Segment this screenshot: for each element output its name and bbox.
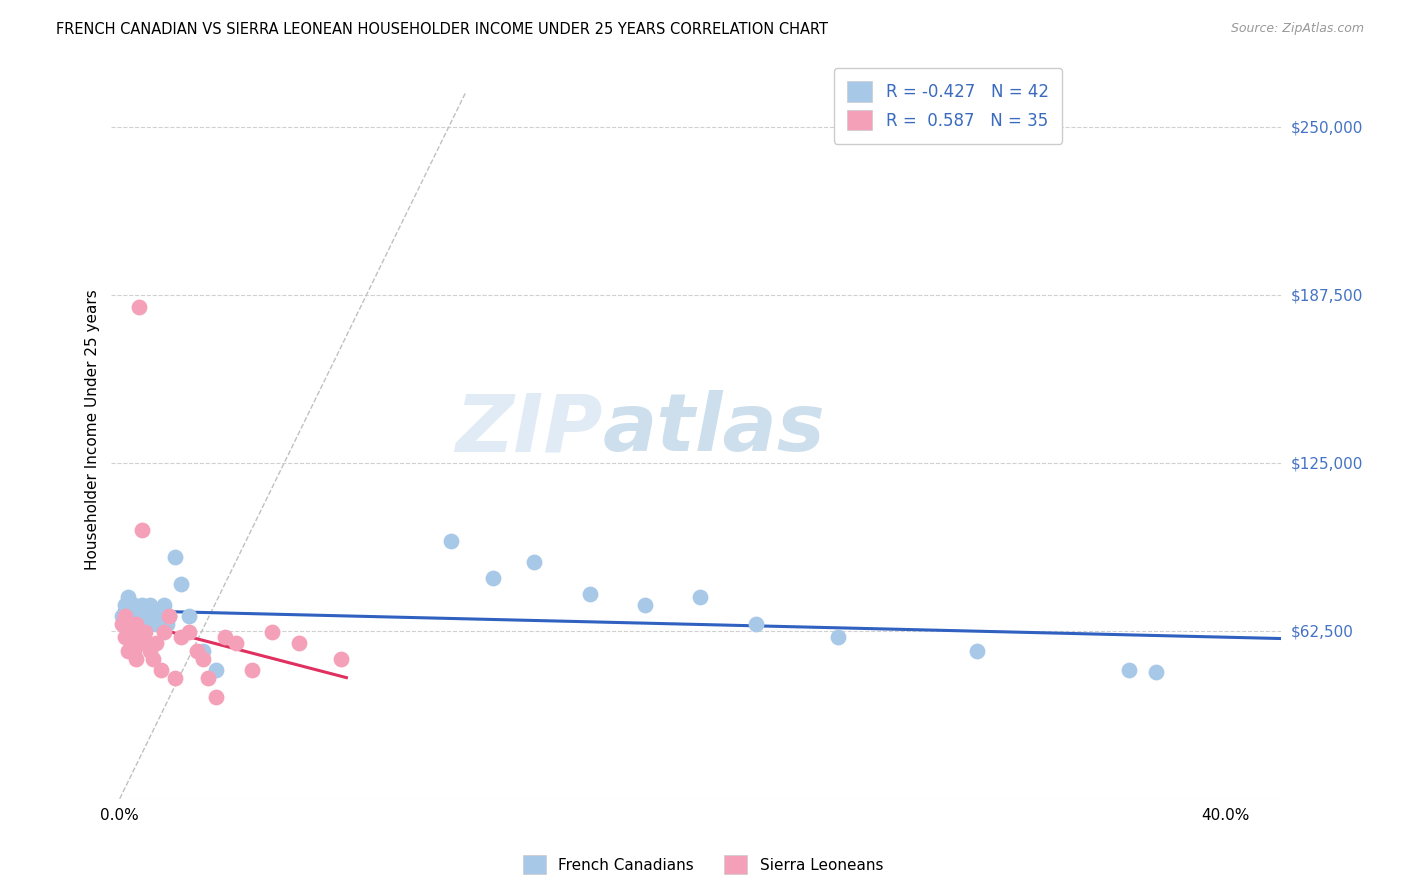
Point (191, 652, 214, 666)
Point (482, 571, 505, 585)
Point (122, 623, 145, 637)
Point (827, 631, 849, 645)
Point (120, 604, 142, 618)
Point (136, 617, 159, 632)
Point (131, 523, 153, 537)
Point (163, 671, 186, 685)
Legend: R = -0.427   N = 42, R =  0.587   N = 35: R = -0.427 N = 42, R = 0.587 N = 35 (834, 68, 1062, 144)
Point (114, 609, 136, 624)
Point (117, 644, 139, 658)
Point (134, 609, 156, 624)
Point (114, 599, 136, 613)
Text: Source: ZipAtlas.com: Source: ZipAtlas.com (1230, 22, 1364, 36)
Point (1144, 665, 1167, 680)
Point (1118, 663, 1140, 677)
Point (177, 609, 200, 624)
Point (120, 636, 142, 650)
Point (120, 631, 142, 645)
Legend: French Canadians, Sierra Leoneans: French Canadians, Sierra Leoneans (517, 849, 889, 880)
Point (440, 533, 463, 548)
Point (134, 617, 156, 632)
Point (125, 652, 148, 666)
Point (139, 599, 162, 613)
Point (169, 576, 191, 591)
Point (163, 549, 186, 564)
Point (125, 625, 148, 640)
Point (131, 599, 153, 613)
Point (169, 631, 191, 645)
Point (214, 631, 236, 645)
Point (966, 644, 988, 658)
Point (288, 636, 311, 650)
Point (177, 625, 200, 640)
Point (128, 636, 150, 650)
Point (159, 609, 181, 624)
Point (145, 636, 167, 650)
Point (205, 663, 228, 677)
Point (142, 609, 165, 624)
Text: atlas: atlas (603, 390, 825, 468)
Point (156, 617, 179, 632)
Point (148, 604, 170, 618)
Point (128, 604, 150, 618)
Text: ZIP: ZIP (456, 390, 603, 468)
Point (145, 617, 167, 632)
Point (136, 636, 159, 650)
Point (150, 663, 173, 677)
Y-axis label: Householder Income Under 25 years: Householder Income Under 25 years (86, 289, 100, 570)
Point (197, 671, 219, 685)
Point (125, 609, 148, 624)
Point (128, 300, 150, 314)
Point (111, 617, 134, 632)
Point (191, 644, 214, 658)
Point (744, 617, 766, 632)
Point (136, 604, 159, 618)
Point (634, 599, 657, 613)
Point (134, 625, 156, 640)
Point (205, 690, 228, 704)
Point (689, 590, 711, 604)
Point (125, 617, 148, 632)
Point (122, 631, 145, 645)
Point (153, 625, 176, 640)
Text: FRENCH CANADIAN VS SIERRA LEONEAN HOUSEHOLDER INCOME UNDER 25 YEARS CORRELATION : FRENCH CANADIAN VS SIERRA LEONEAN HOUSEH… (56, 22, 828, 37)
Point (122, 644, 145, 658)
Point (242, 663, 264, 677)
Point (117, 617, 139, 632)
Point (159, 609, 181, 624)
Point (578, 587, 600, 601)
Point (117, 625, 139, 640)
Point (128, 617, 150, 632)
Point (225, 636, 247, 650)
Point (186, 644, 208, 658)
Point (120, 625, 142, 640)
Point (260, 625, 283, 640)
Point (117, 590, 139, 604)
Point (114, 631, 136, 645)
Point (142, 652, 165, 666)
Point (122, 599, 145, 613)
Point (139, 644, 162, 658)
Point (153, 599, 176, 613)
Point (111, 609, 134, 624)
Point (329, 652, 352, 666)
Point (150, 609, 173, 624)
Point (131, 609, 153, 624)
Point (523, 555, 546, 569)
